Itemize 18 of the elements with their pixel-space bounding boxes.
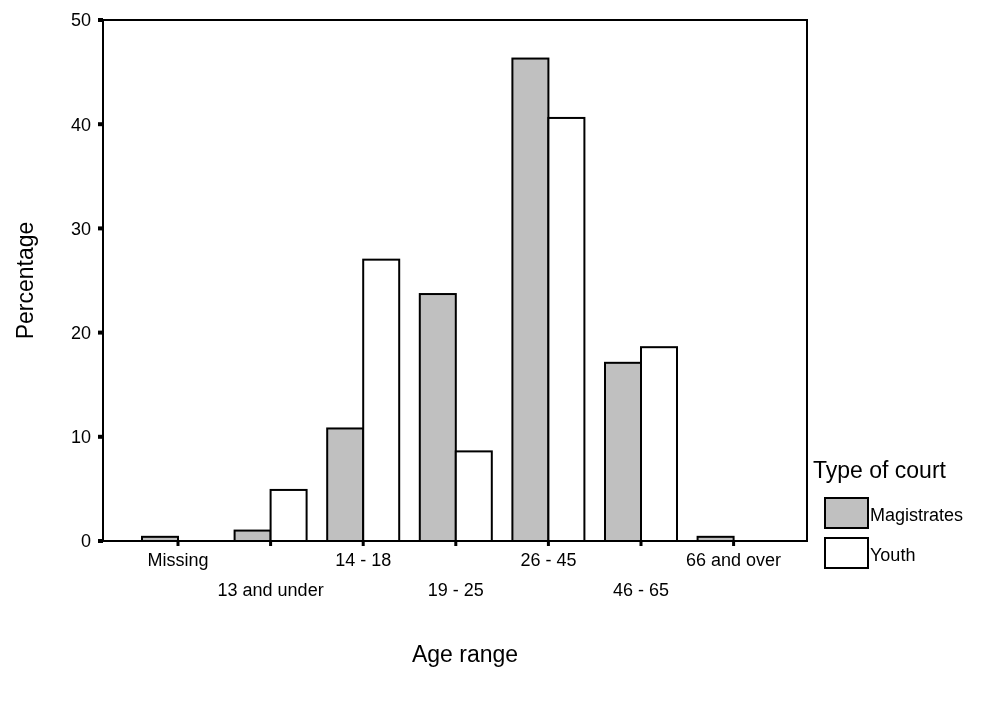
y-tick-label: 10 <box>70 427 91 448</box>
legend-label: Youth <box>870 545 916 565</box>
x-tick-label: 26 - 45 <box>520 550 577 570</box>
legend-label: Magistrates <box>870 505 964 525</box>
x-axis-title: Age range <box>411 641 519 667</box>
x-tick-label: 14 - 18 <box>335 550 392 570</box>
y-tick-label: 50 <box>70 10 91 31</box>
x-tick-label: 19 - 25 <box>427 580 484 600</box>
legend-title: Type of court <box>813 457 947 483</box>
y-tick-label: 0 <box>80 531 91 552</box>
y-tick-label: 20 <box>70 322 91 343</box>
x-tick-label: 66 and over <box>686 550 782 570</box>
y-axis-title: Percentage <box>12 221 38 340</box>
y-tick-label: 30 <box>70 218 91 239</box>
x-tick-label: 13 and under <box>217 580 324 600</box>
y-tick-label: 40 <box>70 114 91 135</box>
x-tick-label: 46 - 65 <box>612 580 670 600</box>
x-tick-label: Missing <box>147 550 209 570</box>
